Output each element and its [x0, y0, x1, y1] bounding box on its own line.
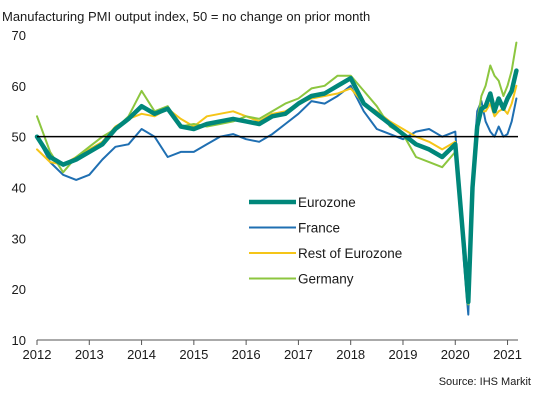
- legend-label: Eurozone: [298, 195, 356, 210]
- x-tick-label: 2014: [127, 347, 156, 362]
- legend-label: Germany: [298, 272, 354, 287]
- legend: Eurozone France Rest of Eurozone Germany: [249, 195, 402, 287]
- series-line-germany: [36, 41, 518, 306]
- x-tick-label: 2015: [179, 347, 208, 362]
- legend-label: Rest of Eurozone: [298, 246, 402, 261]
- y-axis-ticks: 10 20 30 40 50 60 70: [12, 28, 26, 348]
- x-tick-label: 2016: [232, 347, 261, 362]
- y-tick-label: 10: [12, 333, 26, 348]
- x-tick-label: 2013: [75, 347, 104, 362]
- x-axis-ticks: 2012 2013 2014 2015 2016 2017 2018 2019 2020 2021: [23, 340, 522, 362]
- y-tick-label: 40: [12, 181, 26, 196]
- series-line-rest-of-eurozone: [36, 84, 518, 301]
- y-tick-label: 60: [12, 79, 26, 94]
- x-tick-label: 2018: [336, 347, 365, 362]
- series-lines: [34, 41, 519, 316]
- legend-label: France: [298, 221, 340, 236]
- y-tick-label: 20: [12, 282, 26, 297]
- y-tick-label: 30: [12, 231, 26, 246]
- series-line-eurozone: [34, 68, 519, 305]
- chart-title: Manufacturing PMI output index, 50 = no …: [2, 9, 370, 24]
- x-tick-label: 2021: [493, 347, 522, 362]
- source-note: Source: IHS Markit: [439, 376, 531, 388]
- x-tick-label: 2019: [389, 347, 418, 362]
- y-tick-label: 50: [12, 130, 26, 145]
- x-tick-label: 2017: [284, 347, 313, 362]
- x-tick-label: 2012: [23, 347, 52, 362]
- y-tick-label: 70: [12, 28, 26, 43]
- x-tick-label: 2020: [441, 347, 470, 362]
